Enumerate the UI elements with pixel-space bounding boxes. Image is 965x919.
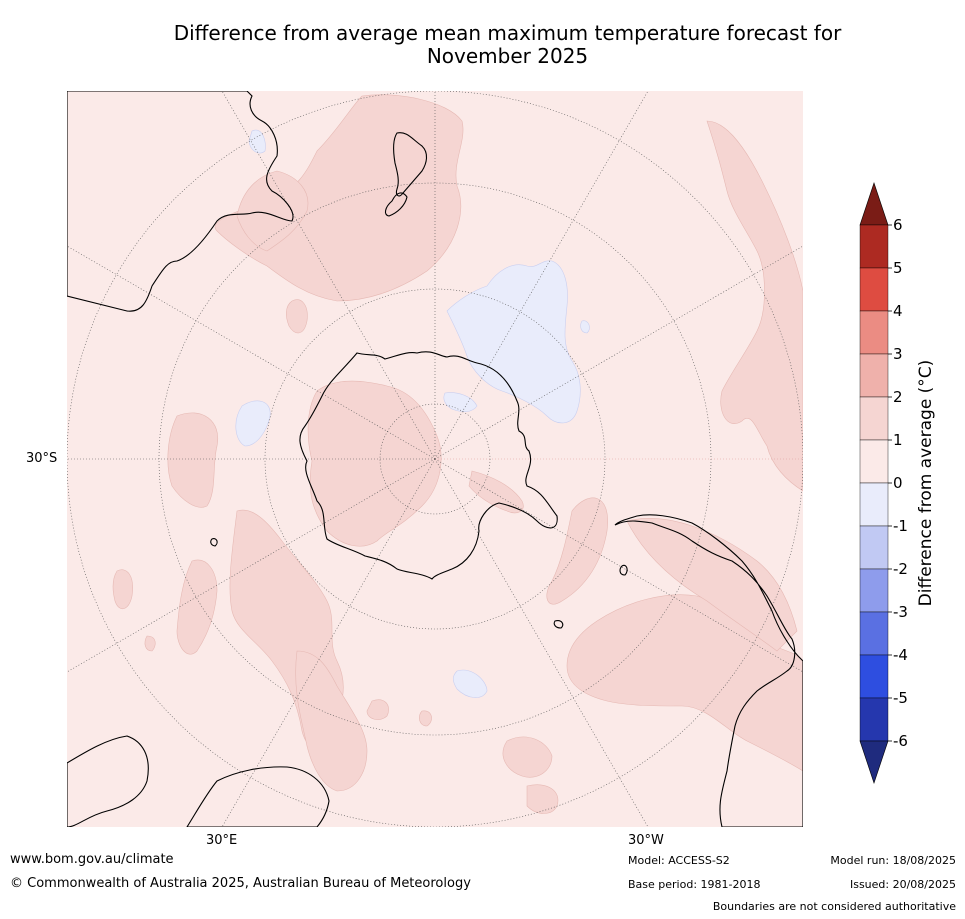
anomaly-region-small-cool (580, 320, 590, 334)
anomaly-region-south-africa (176, 559, 218, 655)
coastline-south-georgia (619, 564, 628, 576)
colorbar-tick-label: 3 (893, 345, 903, 363)
colorbar-tick-label: 4 (893, 302, 903, 320)
coastline-africa (67, 735, 149, 827)
colorbar-tick-label: -3 (893, 603, 908, 621)
colorbar-tick-label: 2 (893, 388, 903, 406)
anomaly-region-south-indian (295, 650, 368, 792)
colorbar-tick-label: 5 (893, 259, 903, 277)
coastline-new-zealand-south (384, 192, 408, 217)
anomaly-region-small-4 (144, 635, 156, 652)
colorbar-tick-label: -5 (893, 689, 908, 707)
colorbar-bin (859, 654, 889, 699)
footer-website[interactable]: www.bom.gov.au/climate (10, 852, 174, 867)
cool-anomaly-regions (235, 129, 590, 698)
chart-title: Difference from average mean maximum tem… (0, 22, 965, 68)
colorbar-bin (859, 396, 889, 441)
anomaly-region-east-pacific (706, 120, 803, 492)
colorbar: 6 5 4 3 2 1 0 -1 -2 -3 -4 -5 -6 (859, 182, 908, 784)
coastline-madagascar (186, 766, 330, 827)
anomaly-region-east-sector (502, 736, 553, 778)
colorbar-under-triangle (859, 740, 889, 784)
anomaly-region-antarctica (307, 380, 442, 547)
colorbar-bin (859, 310, 889, 355)
footer-boundaries: Boundaries are not considered authoritat… (712, 900, 956, 913)
colorbar-tick-label: -6 (893, 732, 908, 750)
footer-model: Model: ACCESS-S2 (628, 854, 730, 867)
colorbar-bin (859, 611, 889, 656)
warm-anomaly-regions (112, 94, 803, 814)
colorbar-bin (859, 267, 889, 312)
lon-label-30w-text: 30°W (628, 833, 664, 848)
anomaly-region-south-pacific-cool (446, 260, 581, 424)
coastline-kerguelen (210, 538, 218, 547)
anomaly-region-se-cool (452, 669, 488, 698)
anomaly-region-wedd (468, 470, 524, 514)
colorbar-over-triangle (859, 182, 889, 226)
colorbar-bin (859, 525, 889, 570)
colorbar-bin (859, 353, 889, 398)
colorbar-bin (859, 482, 889, 527)
anomaly-region-small-3 (366, 699, 389, 720)
colorbar-title: Difference from average (°C) (916, 359, 936, 607)
colorbar-tick-label: -1 (893, 517, 908, 535)
coastline-south-america (614, 514, 803, 827)
footer-model-run: Model run: 18/08/2025 (830, 854, 956, 867)
anomaly-region-nw-cool (248, 129, 266, 154)
colorbar-bin (859, 439, 889, 484)
map-panel (67, 91, 803, 827)
footer-base-period: Base period: 1981-2018 (628, 878, 761, 891)
colorbar-bin (859, 568, 889, 613)
colorbar-bin (859, 697, 889, 742)
anomaly-region-small-2 (112, 569, 133, 609)
graticule (67, 91, 803, 827)
coastline-antarctica (299, 351, 558, 580)
colorbar-bin (859, 224, 889, 269)
lon-label-30w: 30°W (628, 833, 664, 848)
coastlines (67, 91, 803, 827)
title-line-1: Difference from average mean maximum tem… (173, 21, 842, 45)
colorbar-tick-label: -2 (893, 560, 908, 578)
anomaly-region-tasman (236, 170, 309, 252)
anomaly-region-mid-atlantic (546, 497, 608, 605)
lon-label-30e: 30°E (206, 833, 237, 848)
coastline-australia (67, 91, 294, 312)
footer-copyright: © Commonwealth of Australia 2025, Austra… (10, 876, 471, 891)
anomaly-region-indian-w (167, 412, 219, 508)
lon-label-30e-text: 30°E (206, 833, 238, 848)
anomaly-region-small-5 (418, 710, 432, 727)
footer-issued: Issued: 20/08/2025 (849, 878, 956, 891)
title-line-2: November 2025 (426, 44, 589, 68)
lat-label-30s: 30°S (26, 451, 58, 466)
colorbar-tick-label: -4 (893, 646, 908, 664)
colorbar-tick-label: 6 (893, 216, 903, 234)
coastline-falklands (553, 620, 564, 629)
colorbar-tick-label: 1 (893, 431, 903, 449)
anomaly-region-indian-cool (235, 400, 271, 447)
colorbar-tick-label: 0 (893, 474, 903, 492)
anomaly-region-small-1 (286, 299, 308, 334)
